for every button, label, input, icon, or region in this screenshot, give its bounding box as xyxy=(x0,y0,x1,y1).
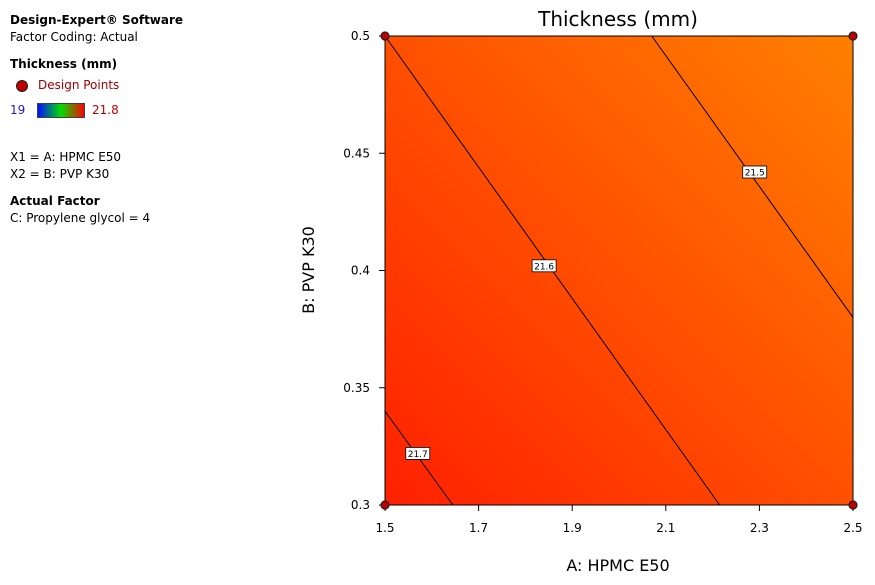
x-tick-label: 1.9 xyxy=(563,521,582,535)
design-point-icon xyxy=(16,79,28,92)
response-name: Thickness (mm) xyxy=(10,57,118,71)
y-tick-label: 0.5 xyxy=(351,29,370,43)
y-tick-label: 0.4 xyxy=(351,264,370,278)
actual-factor-value: C: Propylene glycol = 4 xyxy=(10,211,151,225)
x-tick-label: 1.5 xyxy=(375,521,394,535)
design-point xyxy=(380,500,390,510)
factor-coding: Factor Coding: Actual xyxy=(10,30,138,44)
x-tick-label: 2.5 xyxy=(843,521,862,535)
svg-text:21.6: 21.6 xyxy=(534,262,554,272)
design-point xyxy=(848,31,858,41)
x-axis-label: A: HPMC E50 xyxy=(566,556,669,575)
design-point xyxy=(848,500,858,510)
svg-text:21.5: 21.5 xyxy=(745,169,765,179)
color-scale-bar xyxy=(37,103,85,118)
plot-area xyxy=(384,35,854,506)
scale-min: 19 xyxy=(10,103,26,117)
contour-label-21.7: 21.7 xyxy=(405,447,431,460)
software-name: Design-Expert® Software xyxy=(10,13,184,27)
contour-label-21.6: 21.6 xyxy=(531,259,557,272)
color-scale: 19 21.8 xyxy=(10,102,183,119)
x-tick-label: 2.1 xyxy=(656,521,675,535)
design-point xyxy=(380,31,390,41)
factor-x2: X2 = B: PVP K30 xyxy=(10,167,110,181)
svg-text:21.7: 21.7 xyxy=(408,450,428,460)
y-tick-label: 0.35 xyxy=(343,381,370,395)
chart-title: Thickness (mm) xyxy=(537,7,698,31)
contour-label-21.5: 21.5 xyxy=(742,165,768,179)
factor-x1: X1 = A: HPMC E50 xyxy=(10,150,122,164)
x-tick-label: 1.7 xyxy=(469,521,488,535)
actual-factor-title: Actual Factor xyxy=(10,194,100,208)
design-points-label: Design Points xyxy=(38,78,120,92)
design-points-legend: Design Points xyxy=(10,77,183,94)
y-tick-label: 0.3 xyxy=(351,498,370,512)
y-tick-label: 0.45 xyxy=(343,146,370,160)
x-tick-label: 2.3 xyxy=(750,521,769,535)
y-axis-label: B: PVP K30 xyxy=(299,226,318,314)
legend-panel: Design-Expert® Software Factor Coding: A… xyxy=(10,12,183,227)
scale-max: 21.8 xyxy=(92,103,119,117)
